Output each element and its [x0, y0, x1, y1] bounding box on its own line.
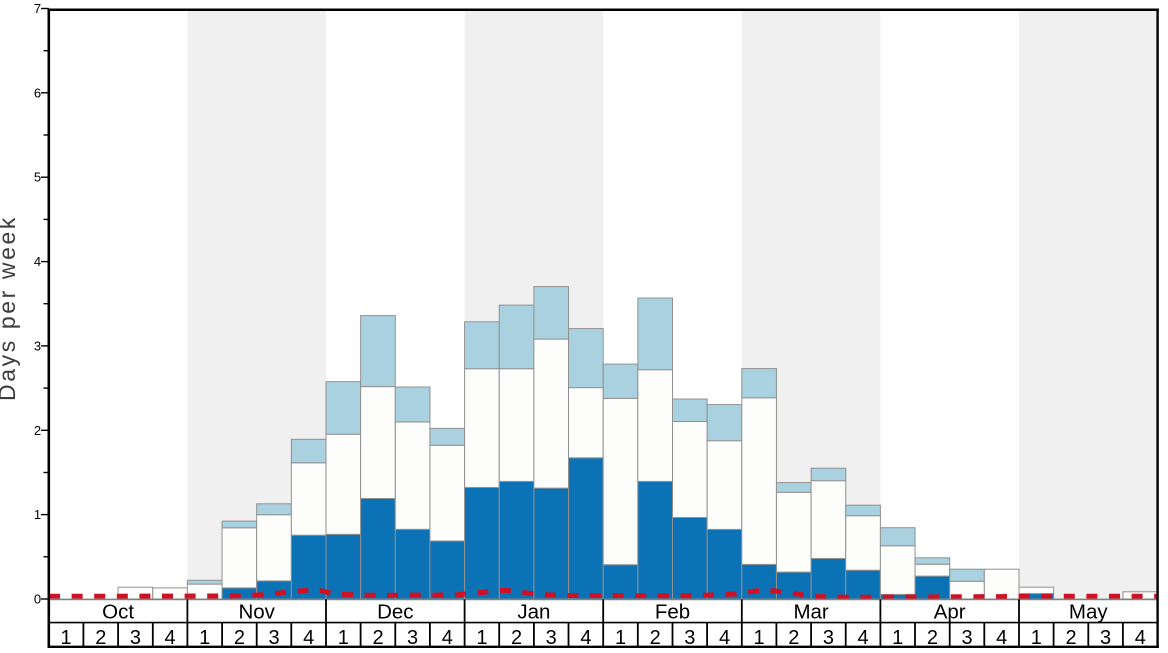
svg-text:4: 4: [580, 627, 591, 648]
svg-text:2: 2: [234, 627, 245, 648]
svg-text:Mar: Mar: [793, 600, 828, 623]
svg-text:1: 1: [61, 627, 72, 648]
svg-text:3: 3: [1100, 627, 1111, 648]
svg-text:Feb: Feb: [655, 600, 690, 623]
svg-text:3: 3: [407, 627, 418, 648]
svg-text:May: May: [1069, 600, 1108, 623]
svg-text:2: 2: [34, 423, 41, 438]
svg-text:5: 5: [34, 170, 41, 185]
svg-text:1: 1: [476, 627, 487, 648]
svg-text:4: 4: [858, 627, 869, 648]
svg-text:0: 0: [34, 592, 41, 607]
svg-text:4: 4: [996, 627, 1007, 648]
svg-text:3: 3: [546, 627, 557, 648]
svg-text:1: 1: [615, 627, 626, 648]
svg-text:Nov: Nov: [238, 600, 275, 623]
svg-text:2: 2: [788, 627, 799, 648]
svg-text:6: 6: [34, 85, 41, 100]
svg-text:3: 3: [268, 627, 279, 648]
svg-text:Oct: Oct: [102, 600, 134, 623]
svg-text:3: 3: [823, 627, 834, 648]
svg-text:2: 2: [650, 627, 661, 648]
svg-text:4: 4: [719, 627, 730, 648]
svg-text:1: 1: [754, 627, 765, 648]
svg-text:Days per week: Days per week: [0, 215, 20, 401]
svg-text:3: 3: [961, 627, 972, 648]
svg-text:1: 1: [338, 627, 349, 648]
svg-text:7: 7: [34, 1, 41, 16]
svg-text:3: 3: [130, 627, 141, 648]
svg-text:Apr: Apr: [934, 600, 966, 623]
svg-text:2: 2: [1065, 627, 1076, 648]
svg-text:Jan: Jan: [517, 600, 550, 623]
svg-text:4: 4: [165, 627, 176, 648]
svg-text:2: 2: [927, 627, 938, 648]
svg-text:2: 2: [372, 627, 383, 648]
svg-text:1: 1: [199, 627, 210, 648]
svg-text:4: 4: [442, 627, 453, 648]
svg-text:Dec: Dec: [377, 600, 413, 623]
svg-text:4: 4: [303, 627, 314, 648]
svg-text:1: 1: [1031, 627, 1042, 648]
svg-text:3: 3: [34, 338, 41, 353]
svg-text:2: 2: [95, 627, 106, 648]
svg-text:1: 1: [892, 627, 903, 648]
svg-text:4: 4: [1135, 627, 1146, 648]
svg-text:2: 2: [511, 627, 522, 648]
svg-text:3: 3: [684, 627, 695, 648]
svg-text:1: 1: [34, 507, 41, 522]
svg-text:4: 4: [34, 254, 41, 269]
